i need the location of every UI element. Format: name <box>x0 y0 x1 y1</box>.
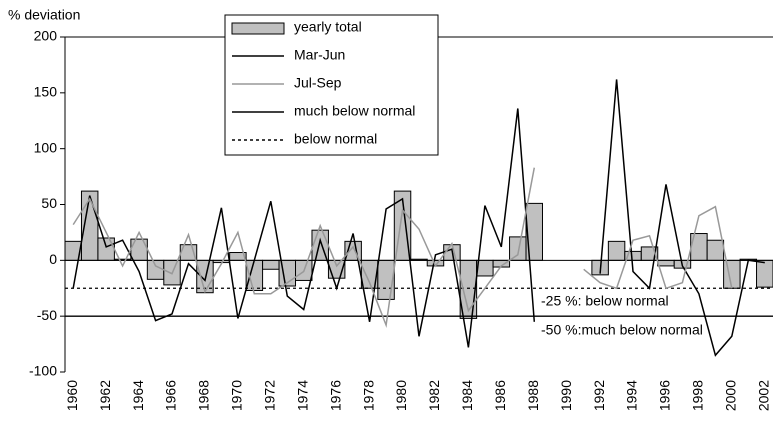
x-tick-label: 2000 <box>723 380 739 411</box>
bar <box>706 239 725 261</box>
legend-label: yearly total <box>294 19 362 35</box>
legend-label: below normal <box>294 131 377 147</box>
legend-label: Jul-Sep <box>294 75 342 91</box>
legend-swatch <box>231 22 285 35</box>
y-tick-label: -50 <box>37 307 57 323</box>
legend-box <box>224 14 439 156</box>
x-tick-label: 1968 <box>196 380 212 411</box>
bar <box>476 259 494 277</box>
x-tick-label: 1988 <box>525 380 541 411</box>
bar <box>262 259 280 270</box>
line <box>72 79 765 357</box>
annotation: -25 %: below normal <box>541 293 669 309</box>
bar <box>97 237 115 261</box>
x-tick-label: 1992 <box>591 380 607 411</box>
x-tick-label: 1986 <box>492 380 508 411</box>
bar <box>607 240 626 261</box>
bar <box>146 259 165 280</box>
bar <box>756 259 773 288</box>
x-tick-label: 1990 <box>558 380 574 411</box>
y-tick-label: 150 <box>34 84 58 100</box>
y-tick-label: 50 <box>41 195 57 211</box>
bar <box>245 259 264 291</box>
y-tick-label: 100 <box>34 139 58 155</box>
x-tick-label: 1980 <box>393 380 409 411</box>
legend-label: Mar-Jun <box>294 47 345 63</box>
x-tick-label: 1970 <box>229 380 245 411</box>
x-tick-label: 2002 <box>755 380 771 411</box>
legend-label: much below normal <box>294 103 415 119</box>
bar <box>657 259 675 267</box>
bar <box>130 238 148 261</box>
x-tick-label: 1998 <box>690 380 706 411</box>
x-tick-label: 1974 <box>294 380 310 411</box>
x-tick-label: 1972 <box>262 380 278 411</box>
x-tick-label: 1982 <box>426 380 442 411</box>
bar <box>723 259 741 289</box>
x-tick-label: 1984 <box>459 380 475 411</box>
y-axis-label: % deviation <box>8 7 80 23</box>
x-tick-label: 1994 <box>624 380 640 411</box>
x-tick-label: 1976 <box>327 380 343 411</box>
y-tick-label: 200 <box>34 28 58 44</box>
x-tick-label: 1966 <box>163 380 179 411</box>
annotation: -50 %:much below normal <box>541 322 703 338</box>
line <box>72 167 733 329</box>
x-tick-label: 1978 <box>360 380 376 411</box>
x-tick-label: 1996 <box>657 380 673 411</box>
x-tick-label: 1960 <box>64 380 80 411</box>
y-tick-label: 0 <box>49 251 57 267</box>
x-tick-label: 1962 <box>97 380 113 411</box>
x-tick-label: 1964 <box>130 380 146 411</box>
y-tick-label: -100 <box>29 363 57 379</box>
bar <box>509 236 527 261</box>
